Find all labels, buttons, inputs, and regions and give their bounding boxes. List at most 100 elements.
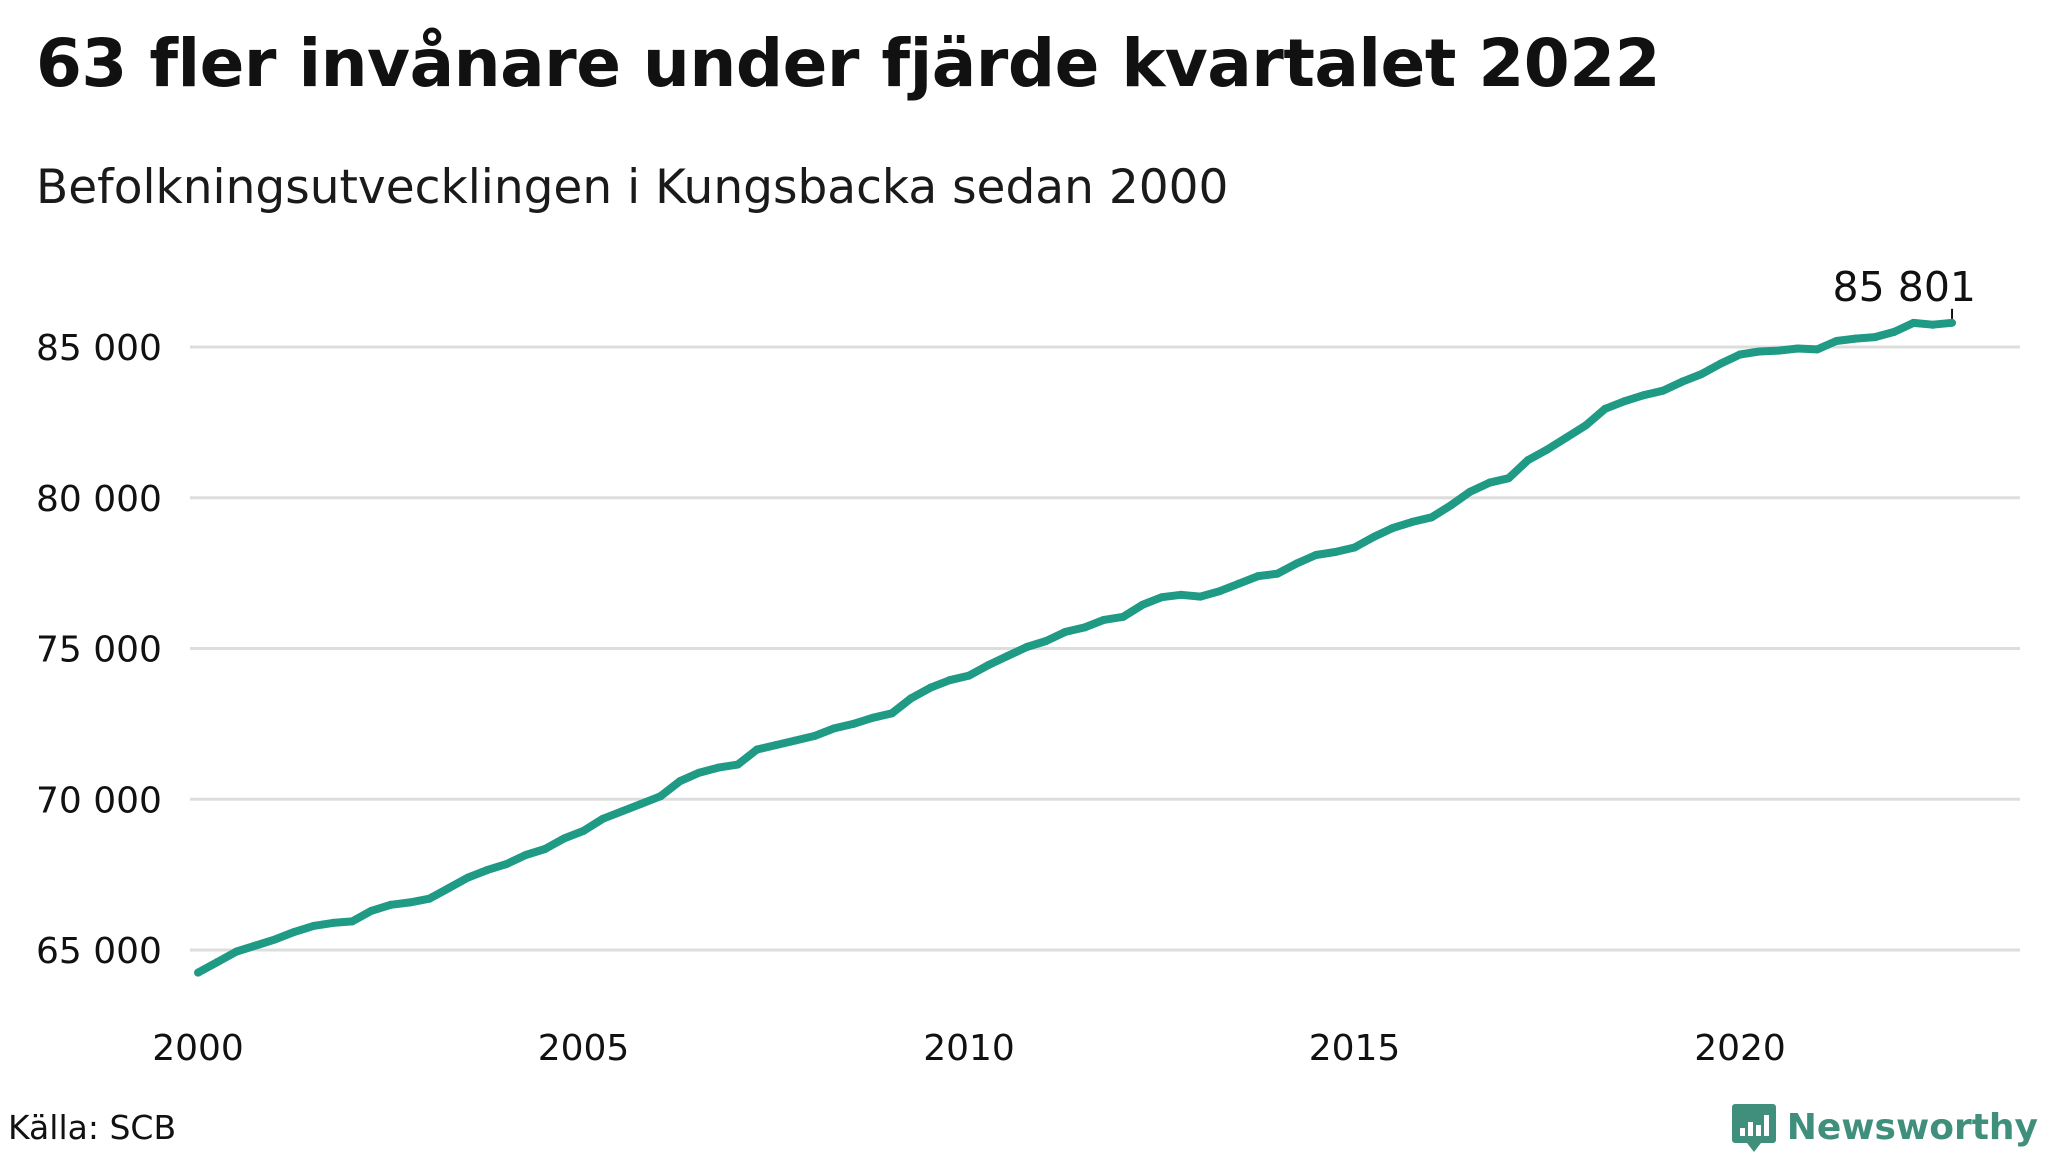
- data-point: [251, 941, 260, 950]
- data-point: [1755, 347, 1764, 356]
- data-point: [1254, 572, 1263, 581]
- data-point: [1581, 421, 1590, 430]
- data-point: [463, 873, 472, 882]
- newsworthy-logo-icon: [1731, 1104, 1776, 1152]
- data-point: [791, 736, 800, 745]
- y-tick-label: 65 000: [36, 931, 162, 972]
- data-point: [675, 777, 684, 786]
- data-point: [1042, 636, 1051, 645]
- data-point: [1601, 404, 1610, 413]
- data-point: [1292, 559, 1301, 568]
- data-point: [1022, 642, 1031, 651]
- y-tick-label: 85 000: [36, 328, 162, 369]
- data-point: [502, 860, 511, 869]
- data-point: [1061, 627, 1070, 636]
- data-point: [271, 935, 280, 944]
- data-point: [1080, 623, 1089, 632]
- data-point: [598, 814, 607, 823]
- data-point: [444, 884, 453, 893]
- data-point: [1639, 391, 1648, 400]
- data-point: [1543, 445, 1552, 454]
- data-point: [887, 709, 896, 718]
- data-point: [830, 724, 839, 733]
- line-chart: 65 000 70 000 75 000 80 000 85 000 2000 2005 2…: [36, 263, 2020, 1069]
- data-point: [1196, 592, 1205, 601]
- data-point: [328, 918, 337, 927]
- data-point: [656, 792, 665, 801]
- data-point: [560, 834, 569, 843]
- data-point: [1697, 370, 1706, 379]
- data-point: [1408, 517, 1417, 526]
- data-point: [1504, 474, 1513, 483]
- y-axis-tick-labels: 65 000 70 000 75 000 80 000 85 000: [36, 328, 162, 972]
- data-point: [1562, 433, 1571, 442]
- data-point: [425, 894, 434, 903]
- brand-logo: Newsworthy: [1731, 1102, 2038, 1154]
- data-point: [1523, 456, 1532, 465]
- data-point: [348, 917, 357, 926]
- data-point: [1832, 336, 1841, 345]
- data-point: [926, 683, 935, 692]
- data-point: [1466, 487, 1475, 496]
- data-point: [386, 900, 395, 909]
- data-point: [1234, 579, 1243, 588]
- data-point: [406, 898, 415, 907]
- data-point: [232, 947, 241, 956]
- chart-title: 63 fler invånare under fjärde kvartalet …: [36, 25, 1661, 102]
- data-point: [1890, 327, 1899, 336]
- data-point: [945, 676, 954, 685]
- data-point: [1678, 377, 1687, 386]
- data-point: [1909, 318, 1918, 327]
- last-value-label: 85 801: [1833, 263, 1976, 311]
- data-point: [1793, 344, 1802, 353]
- y-tick-label: 80 000: [36, 479, 162, 520]
- data-point: [1948, 318, 1957, 327]
- x-tick-label: 2020: [1694, 1028, 1786, 1069]
- x-tick-label: 2000: [152, 1028, 244, 1069]
- data-point: [1813, 345, 1822, 354]
- x-tick-label: 2005: [538, 1028, 630, 1069]
- data-point: [1215, 587, 1224, 596]
- data-point: [1157, 593, 1166, 602]
- data-point: [695, 768, 704, 777]
- x-tick-label: 2010: [923, 1028, 1015, 1069]
- data-point: [849, 719, 858, 728]
- data-point: [868, 713, 877, 722]
- data-point: [714, 763, 723, 772]
- data-point: [1177, 590, 1186, 599]
- data-point: [772, 740, 781, 749]
- data-point: [1273, 569, 1282, 578]
- data-point: [213, 958, 222, 967]
- data-point: [194, 968, 202, 977]
- y-tick-label: 75 000: [36, 630, 162, 671]
- data-point: [1350, 543, 1359, 552]
- data-point: [290, 927, 299, 936]
- data-point: [810, 731, 819, 740]
- x-tick-label: 2015: [1309, 1028, 1401, 1069]
- data-point: [1389, 523, 1398, 532]
- series-layer: [194, 318, 1957, 977]
- data-point: [1928, 320, 1937, 329]
- data-point: [1774, 346, 1783, 355]
- data-point: [1311, 551, 1320, 560]
- data-point: [984, 661, 993, 670]
- data-point: [1736, 350, 1744, 359]
- data-point: [965, 671, 973, 680]
- annotation-layer: 85 801: [1833, 263, 1976, 319]
- grid-lines: [190, 345, 2020, 952]
- data-point: [1658, 386, 1667, 395]
- data-point: [1003, 652, 1012, 661]
- data-point: [309, 921, 318, 930]
- data-point: [521, 851, 530, 860]
- data-point: [1716, 359, 1725, 368]
- data-point: [637, 799, 646, 808]
- data-point: [907, 694, 916, 703]
- data-point: [1620, 397, 1629, 406]
- data-point: [1331, 548, 1340, 557]
- data-point: [1851, 334, 1860, 343]
- data-point: [1369, 532, 1378, 541]
- data-point: [618, 807, 627, 816]
- y-tick-label: 70 000: [36, 780, 162, 821]
- data-point: [1138, 600, 1147, 609]
- data-point: [540, 844, 549, 853]
